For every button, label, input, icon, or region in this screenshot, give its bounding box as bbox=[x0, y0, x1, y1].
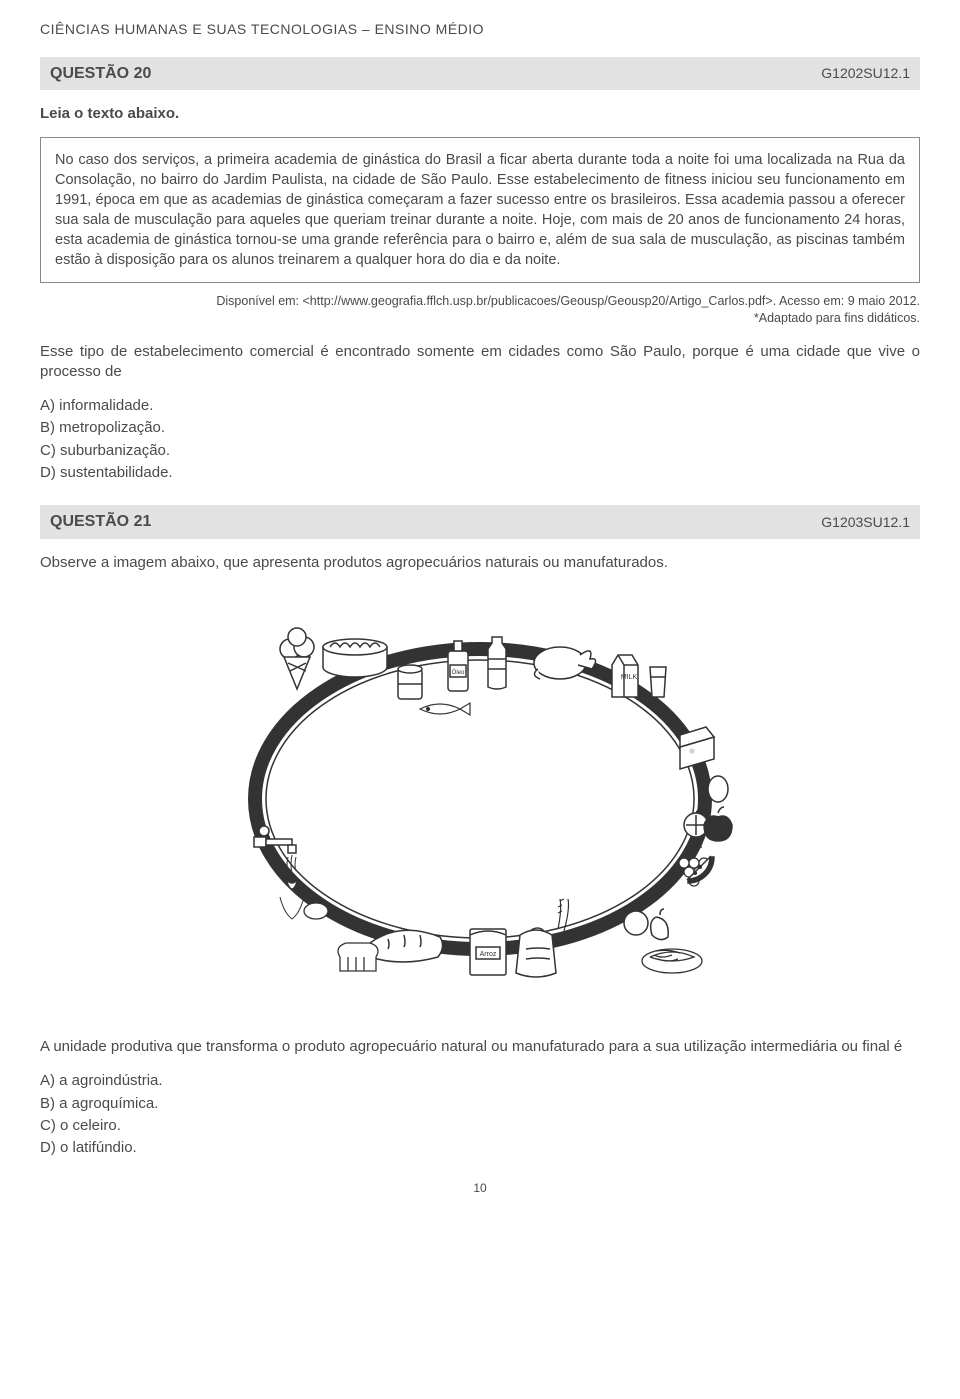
q21-figure: Óleo MILK bbox=[40, 589, 920, 1009]
page-header: CIÊNCIAS HUMANAS E SUAS TECNOLOGIAS – EN… bbox=[40, 20, 920, 39]
q20-option-b: B) metropolização. bbox=[40, 418, 920, 438]
svg-text:Arroz: Arroz bbox=[480, 951, 497, 958]
flour-sack-icon bbox=[516, 928, 556, 977]
question-20-bar: QUESTÃO 20 G1202SU12.1 bbox=[40, 57, 920, 91]
q20-instruction: Leia o texto abaixo. bbox=[40, 104, 920, 124]
q20-source-line2: *Adaptado para fins didáticos. bbox=[754, 311, 920, 325]
rice-bag-icon: Arroz bbox=[470, 929, 506, 975]
question-21-bar: QUESTÃO 21 G1203SU12.1 bbox=[40, 505, 920, 539]
sliced-bread-icon bbox=[338, 943, 378, 971]
cheese-icon bbox=[680, 727, 714, 769]
egg-icon bbox=[708, 776, 728, 802]
q20-source: Disponível em: <http://www.geografia.ffl… bbox=[40, 293, 920, 328]
q21-prompt: A unidade produtiva que transforma o pro… bbox=[40, 1037, 920, 1057]
q20-option-a: A) informalidade. bbox=[40, 396, 920, 416]
can-icon bbox=[398, 665, 422, 699]
water-bottle-icon bbox=[488, 637, 506, 689]
q20-body-text: No caso dos serviços, a primeira academi… bbox=[55, 152, 905, 268]
question-20-code: G1202SU12.1 bbox=[821, 64, 910, 83]
q21-option-c: C) o celeiro. bbox=[40, 1116, 920, 1136]
q20-source-line1: Disponível em: <http://www.geografia.ffl… bbox=[216, 294, 920, 308]
q20-options: A) informalidade. B) metropolização. C) … bbox=[40, 396, 920, 483]
tomato-icon bbox=[624, 910, 648, 935]
q20-option-c: C) suburbanização. bbox=[40, 441, 920, 461]
q21-options: A) a agroindústria. B) a agroquímica. C)… bbox=[40, 1071, 920, 1158]
potato-icon bbox=[304, 903, 328, 919]
q20-prompt: Esse tipo de estabelecimento comercial é… bbox=[40, 342, 920, 383]
svg-text:Óleo: Óleo bbox=[452, 669, 465, 676]
q21-option-b: B) a agroquímica. bbox=[40, 1094, 920, 1114]
q21-instruction: Observe a imagem abaixo, que apresenta p… bbox=[40, 553, 920, 573]
q20-text-box: No caso dos serviços, a primeira academi… bbox=[40, 137, 920, 283]
q20-option-d: D) sustentabilidade. bbox=[40, 463, 920, 483]
question-20-label: QUESTÃO 20 bbox=[50, 63, 151, 85]
question-21-label: QUESTÃO 21 bbox=[50, 511, 151, 533]
svg-text:MILK: MILK bbox=[621, 674, 638, 681]
milk-carton-icon: MILK bbox=[612, 655, 638, 697]
pepper-icon bbox=[651, 909, 669, 940]
icecream-icon bbox=[280, 628, 314, 689]
q21-option-d: D) o latifúndio. bbox=[40, 1138, 920, 1158]
pasta-plate-icon bbox=[642, 949, 702, 973]
cake-icon bbox=[323, 639, 387, 677]
q21-option-a: A) a agroindústria. bbox=[40, 1071, 920, 1091]
question-21-code: G1203SU12.1 bbox=[821, 513, 910, 532]
page-number: 10 bbox=[40, 1180, 920, 1196]
glass-icon bbox=[650, 667, 666, 697]
